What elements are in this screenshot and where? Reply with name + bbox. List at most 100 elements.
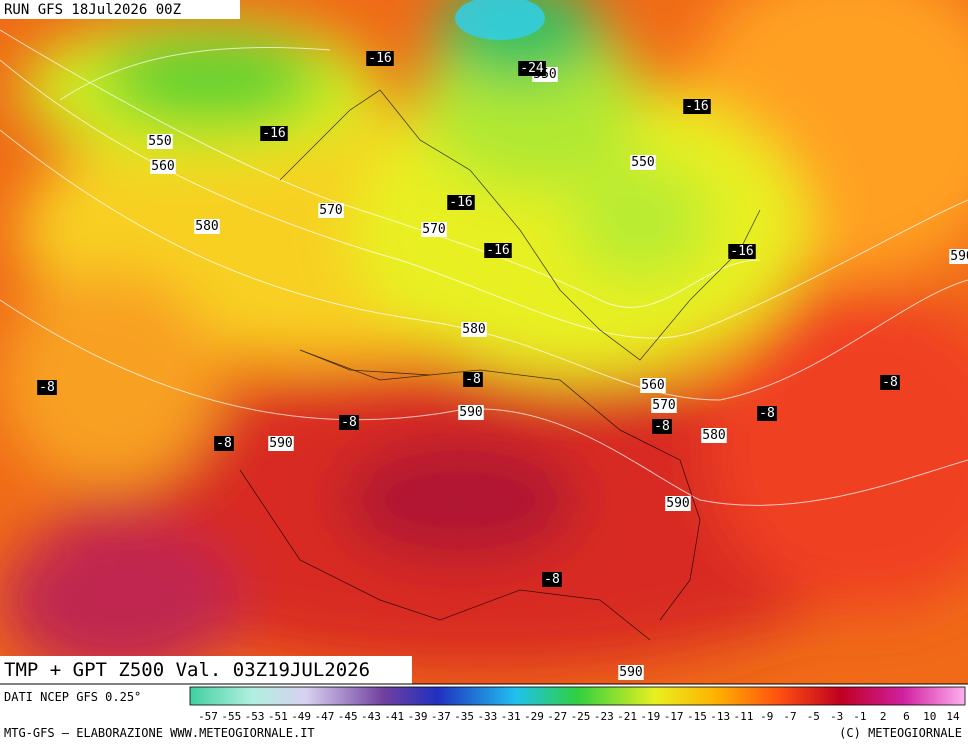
scale-label: -21 <box>617 710 637 723</box>
scale-label: -13 <box>710 710 730 723</box>
geopotential-label: 580 <box>195 219 218 234</box>
credit: MTG-GFS – ELABORAZIONE WWW.METEOGIORNALE… <box>4 726 315 740</box>
label-bg <box>260 126 288 141</box>
geopotential-label: 590 <box>619 665 642 680</box>
geopotential-label: 570 <box>652 398 675 413</box>
label-bg <box>339 415 359 430</box>
temperature-label: -16 <box>730 244 753 259</box>
label-bg <box>458 405 484 420</box>
scale-label: -29 <box>524 710 544 723</box>
temperature-label: -8 <box>465 372 481 387</box>
geopotential-label: 590 <box>459 405 482 420</box>
geopotential-label: 570 <box>319 203 342 218</box>
geopotential-label: 560 <box>641 378 664 393</box>
scale-label: -7 <box>783 710 796 723</box>
temperature-label: -16 <box>449 195 472 210</box>
scale-label: -39 <box>408 710 428 723</box>
scale-label: 10 <box>923 710 936 723</box>
label-bg <box>651 398 677 413</box>
geopotential-label: 550 <box>148 134 171 149</box>
scale-label: -19 <box>640 710 660 723</box>
scale-label: 6 <box>903 710 910 723</box>
title-box <box>0 656 412 684</box>
label-bg <box>484 243 512 258</box>
label-bg <box>150 159 176 174</box>
label-bg <box>701 428 727 443</box>
scale-label: -9 <box>760 710 773 723</box>
scale-label: -51 <box>268 710 288 723</box>
scale-label: -41 <box>384 710 404 723</box>
run-label: RUN GFS 18Jul2026 00Z <box>4 2 181 18</box>
geopotential-label: 570 <box>422 222 445 237</box>
temperature-label: -8 <box>39 380 55 395</box>
label-bg <box>542 572 562 587</box>
label-bg <box>880 375 900 390</box>
temperature-label: -8 <box>882 375 898 390</box>
temperature-label: -8 <box>544 572 560 587</box>
label-bg <box>461 322 487 337</box>
label-bg <box>683 99 711 114</box>
temperature-label: -8 <box>654 419 670 434</box>
scale-label: 14 <box>946 710 960 723</box>
scale-label: -15 <box>687 710 707 723</box>
temperature-label: -16 <box>685 99 708 114</box>
color-scale <box>189 686 966 706</box>
geopotential-label: 580 <box>462 322 485 337</box>
label-bg <box>652 419 672 434</box>
scale-label: -23 <box>594 710 614 723</box>
scale-label: 2 <box>880 710 887 723</box>
label-bg <box>194 219 220 234</box>
label-bg <box>37 380 57 395</box>
geopotential-label: 590 <box>269 436 292 451</box>
scale-label: -43 <box>361 710 381 723</box>
scale-label: -35 <box>454 710 474 723</box>
scale-label: -17 <box>664 710 684 723</box>
geopotential-label: 580 <box>702 428 725 443</box>
scale-label: -31 <box>501 710 521 723</box>
run-box <box>0 0 240 19</box>
label-bg <box>618 665 644 680</box>
scale-label: -45 <box>338 710 358 723</box>
scale-label: -11 <box>734 710 754 723</box>
temperature-label: -16 <box>262 126 285 141</box>
scale-label: -53 <box>245 710 265 723</box>
scale-label: -57 <box>198 710 218 723</box>
scale-label: -55 <box>221 710 241 723</box>
temperature-label: -24 <box>520 61 544 76</box>
label-bg <box>447 195 475 210</box>
label-bg <box>949 249 968 264</box>
scale-label: -3 <box>830 710 843 723</box>
source: DATI NCEP GFS 0.25° <box>4 690 141 704</box>
label-bg <box>518 61 546 76</box>
geopotential-label: 560 <box>151 159 174 174</box>
temperature-field <box>0 0 968 684</box>
map-title: TMP + GPT Z500 Val. 03Z19JUL2026 <box>4 659 370 681</box>
geopotential-label: 590 <box>950 249 968 264</box>
label-bg <box>318 203 344 218</box>
scale-label: -47 <box>314 710 334 723</box>
temperature-label: -8 <box>216 436 232 451</box>
label-bg <box>366 51 394 66</box>
geopotential-label: 550 <box>631 155 654 170</box>
temperature-label: -16 <box>368 51 391 66</box>
label-bg <box>640 378 666 393</box>
scale-label: -33 <box>477 710 497 723</box>
scale-label: -37 <box>431 710 451 723</box>
label-bg <box>147 134 173 149</box>
scale-label: -1 <box>853 710 866 723</box>
label-bg <box>665 496 691 511</box>
geopotential-label: 590 <box>666 496 689 511</box>
label-bg <box>268 436 294 451</box>
scale-label: -5 <box>807 710 820 723</box>
label-bg <box>214 436 234 451</box>
label-bg <box>463 372 483 387</box>
temperature-label: -16 <box>486 243 509 258</box>
scale-label: -25 <box>571 710 591 723</box>
scale-label: -27 <box>547 710 567 723</box>
label-bg <box>421 222 447 237</box>
scale-label: -49 <box>291 710 311 723</box>
label-bg <box>630 155 656 170</box>
label-bg <box>757 406 777 421</box>
